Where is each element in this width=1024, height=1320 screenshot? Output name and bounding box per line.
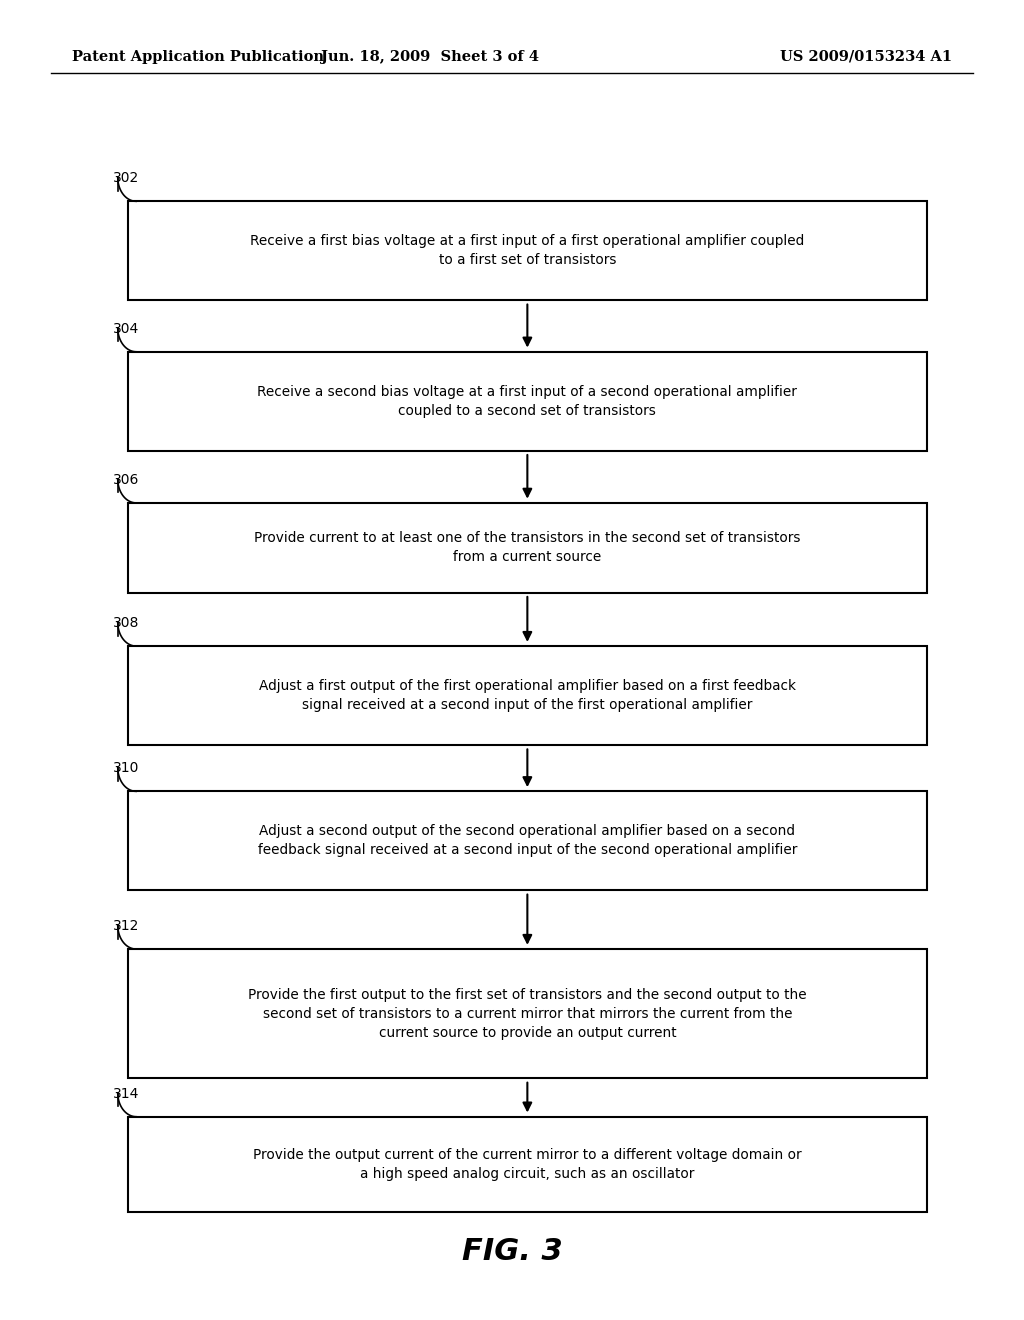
Text: Provide the output current of the current mirror to a different voltage domain o: Provide the output current of the curren… [253, 1148, 802, 1180]
Text: 312: 312 [113, 919, 139, 933]
Bar [128, 352, 927, 451]
Bar [128, 791, 927, 890]
Bar [128, 1117, 927, 1212]
Text: US 2009/0153234 A1: US 2009/0153234 A1 [780, 50, 952, 63]
Text: Patent Application Publication: Patent Application Publication [72, 50, 324, 63]
Text: 314: 314 [113, 1086, 139, 1101]
Text: Provide the first output to the first set of transistors and the second output t: Provide the first output to the first se… [248, 987, 807, 1040]
Bar [128, 503, 927, 593]
Text: Receive a second bias voltage at a first input of a second operational amplifier: Receive a second bias voltage at a first… [257, 385, 798, 417]
Text: Provide current to at least one of the transistors in the second set of transist: Provide current to at least one of the t… [254, 532, 801, 564]
Bar [128, 647, 927, 744]
Text: FIG. 3: FIG. 3 [462, 1237, 562, 1266]
Text: 302: 302 [113, 172, 139, 186]
Text: Receive a first bias voltage at a first input of a first operational amplifier c: Receive a first bias voltage at a first … [250, 235, 805, 267]
Text: 304: 304 [113, 322, 139, 337]
Bar [128, 201, 927, 300]
Text: Jun. 18, 2009  Sheet 3 of 4: Jun. 18, 2009 Sheet 3 of 4 [322, 50, 539, 63]
Bar [128, 949, 927, 1078]
Text: Adjust a second output of the second operational amplifier based on a second
fee: Adjust a second output of the second ope… [258, 825, 797, 857]
Text: 306: 306 [113, 473, 139, 487]
Text: 308: 308 [113, 616, 139, 631]
Text: 310: 310 [113, 762, 139, 776]
Text: Adjust a first output of the first operational amplifier based on a first feedba: Adjust a first output of the first opera… [259, 680, 796, 711]
